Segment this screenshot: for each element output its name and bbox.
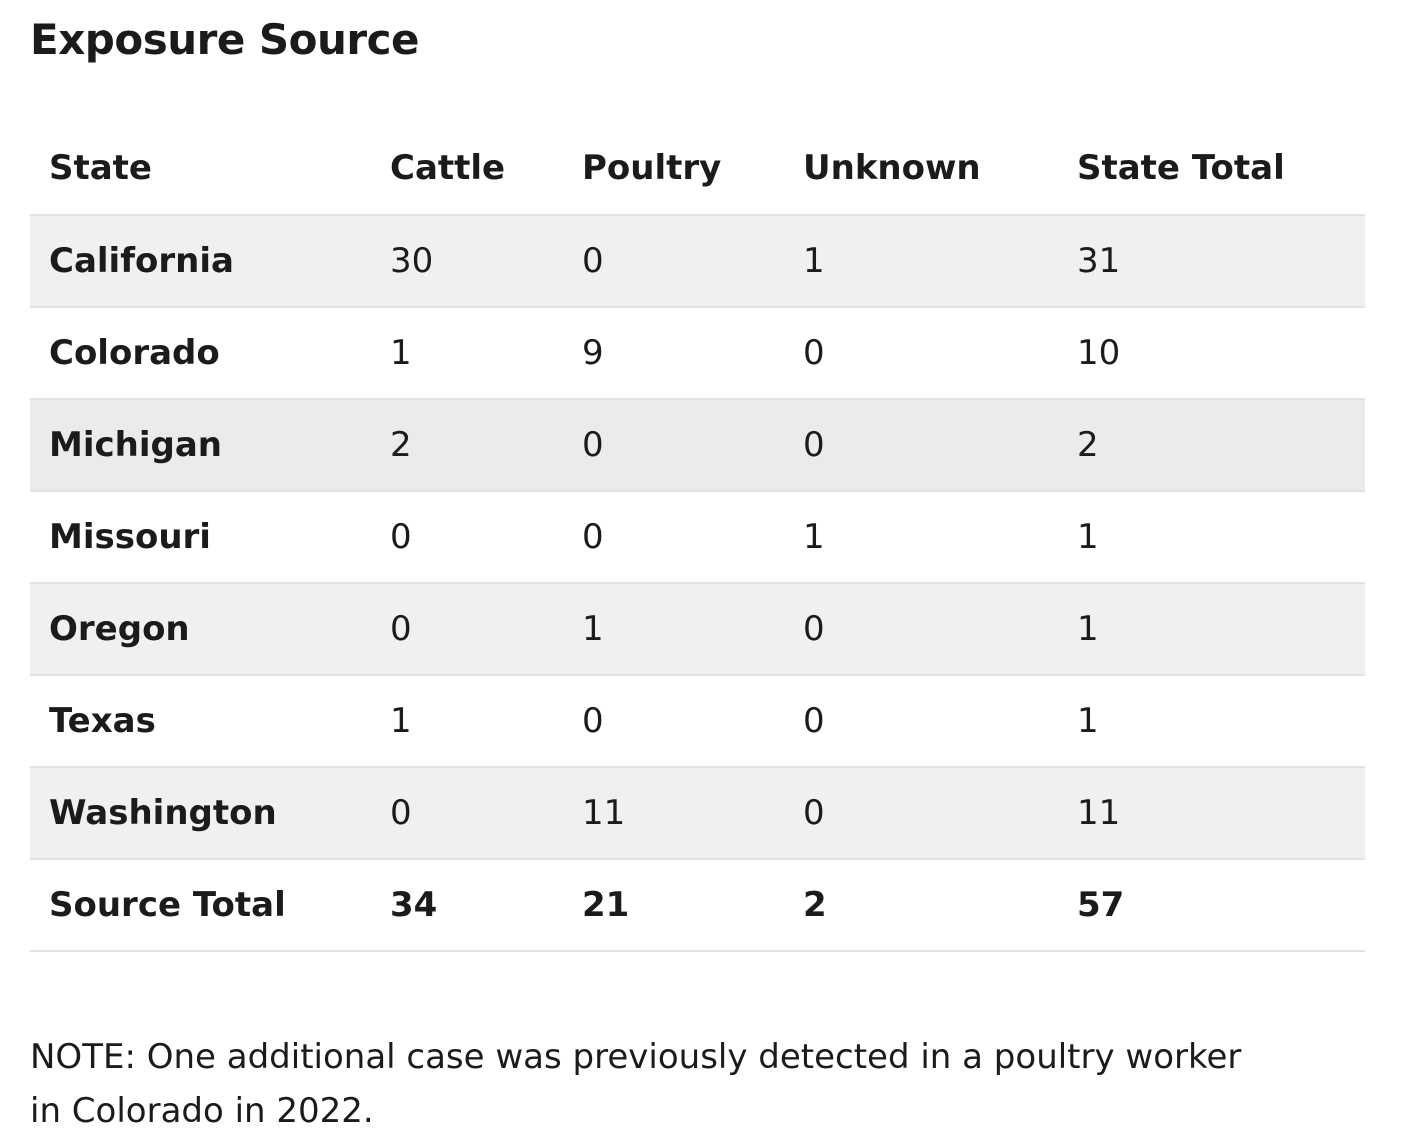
exposure-source-table: State Cattle Poultry Unknown State Total… — [30, 122, 1365, 952]
unknown-cell: 1 — [784, 215, 1058, 308]
state-cell: Washington — [30, 767, 371, 860]
poultry-cell: 9 — [563, 307, 784, 400]
state-cell: Michigan — [30, 399, 371, 492]
state-total-cell: 1 — [1058, 583, 1365, 676]
table-row: Michigan 2 0 0 2 — [30, 399, 1365, 492]
cattle-total-cell: 34 — [371, 859, 563, 952]
poultry-cell: 0 — [563, 491, 784, 584]
footnote: NOTE: One additional case was previously… — [30, 1037, 1242, 1131]
state-total-cell: 1 — [1058, 491, 1365, 584]
state-cell: Texas — [30, 675, 371, 768]
poultry-cell: 0 — [563, 675, 784, 768]
state-total-cell: 1 — [1058, 675, 1365, 768]
cattle-cell: 0 — [371, 491, 563, 584]
poultry-cell: 1 — [563, 583, 784, 676]
state-cell: Missouri — [30, 491, 371, 584]
header-cattle: Cattle — [371, 122, 563, 216]
poultry-cell: 11 — [563, 767, 784, 860]
cattle-cell: 30 — [371, 215, 563, 308]
cattle-cell: 1 — [371, 307, 563, 400]
table-header-row: State Cattle Poultry Unknown State Total — [30, 122, 1365, 216]
table-row: California 30 0 1 31 — [30, 215, 1365, 308]
cattle-cell: 0 — [371, 767, 563, 860]
poultry-cell: 0 — [563, 399, 784, 492]
poultry-cell: 0 — [563, 215, 784, 308]
state-total-cell: 31 — [1058, 215, 1365, 308]
header-state-total: State Total — [1058, 122, 1365, 216]
unknown-cell: 0 — [784, 583, 1058, 676]
header-poultry: Poultry — [563, 122, 784, 216]
cattle-cell: 1 — [371, 675, 563, 768]
source-total-label: Source Total — [30, 859, 371, 952]
state-total-cell: 2 — [1058, 399, 1365, 492]
cattle-cell: 2 — [371, 399, 563, 492]
unknown-cell: 1 — [784, 491, 1058, 584]
state-cell: Oregon — [30, 583, 371, 676]
source-total-row: Source Total 34 21 2 57 — [30, 859, 1365, 952]
table-row: Missouri 0 0 1 1 — [30, 491, 1365, 584]
cattle-cell: 0 — [371, 583, 563, 676]
table-row: Colorado 1 9 0 10 — [30, 307, 1365, 400]
table-row: Texas 1 0 0 1 — [30, 675, 1365, 768]
state-total-cell: 11 — [1058, 767, 1365, 860]
poultry-total-cell: 21 — [563, 859, 784, 952]
state-total-cell: 10 — [1058, 307, 1365, 400]
table-row: Oregon 0 1 0 1 — [30, 583, 1365, 676]
header-state: State — [30, 122, 371, 216]
table-row: Washington 0 11 0 11 — [30, 767, 1365, 860]
unknown-total-cell: 2 — [784, 859, 1058, 952]
unknown-cell: 0 — [784, 399, 1058, 492]
unknown-cell: 0 — [784, 675, 1058, 768]
header-unknown: Unknown — [784, 122, 1058, 216]
unknown-cell: 0 — [784, 767, 1058, 860]
state-cell: California — [30, 215, 371, 308]
page-title: Exposure Source — [30, 15, 420, 64]
grand-total-cell: 57 — [1058, 859, 1365, 952]
unknown-cell: 0 — [784, 307, 1058, 400]
page: Exposure Source State Cattle Poultry Unk… — [30, 0, 1365, 1138]
state-cell: Colorado — [30, 307, 371, 400]
